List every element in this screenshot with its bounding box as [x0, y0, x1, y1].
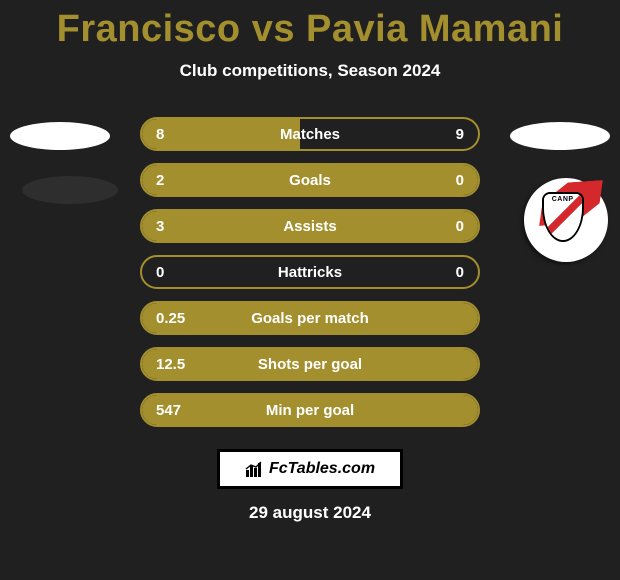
stat-row: 0 Hattricks 0	[140, 255, 480, 289]
stat-row: 12.5 Shots per goal	[140, 347, 480, 381]
stat-label: Hattricks	[202, 264, 418, 281]
stat-left-value: 12.5	[142, 356, 202, 373]
stat-left-value: 0.25	[142, 310, 202, 327]
stat-left-value: 8	[142, 126, 202, 143]
oval-icon	[510, 122, 610, 150]
stat-left-value: 547	[142, 402, 202, 419]
oval-shadow-icon	[22, 176, 118, 204]
stat-row: 0.25 Goals per match	[140, 301, 480, 335]
left-club-badge-1	[10, 122, 110, 150]
stat-right-value: 0	[418, 172, 478, 189]
stat-label: Assists	[202, 218, 418, 235]
shield-text: CANP	[544, 196, 582, 203]
club-shield-icon: CANP	[524, 178, 608, 262]
stat-right-value: 9	[418, 126, 478, 143]
stat-row: 547 Min per goal	[140, 393, 480, 427]
stat-left-value: 2	[142, 172, 202, 189]
stat-right-value: 0	[418, 264, 478, 281]
stat-row: 3 Assists 0	[140, 209, 480, 243]
stat-row: 2 Goals 0	[140, 163, 480, 197]
right-club-badge-2: CANP	[524, 178, 608, 262]
subtitle: Club competitions, Season 2024	[0, 61, 620, 81]
stat-label: Goals per match	[202, 310, 418, 327]
left-club-badge-2	[22, 176, 118, 204]
attribution-badge: FcTables.com	[217, 449, 403, 489]
stat-left-value: 0	[142, 264, 202, 281]
oval-icon	[10, 122, 110, 150]
stat-label: Matches	[202, 126, 418, 143]
page-title: Francisco vs Pavia Mamani	[0, 0, 620, 51]
attribution-text: FcTables.com	[269, 460, 375, 478]
stat-label: Min per goal	[202, 402, 418, 419]
right-club-badge-1	[510, 122, 610, 150]
stats-container: 8 Matches 9 2 Goals 0 3 Assists 0 0 Hatt…	[140, 117, 480, 427]
stat-right-value: 0	[418, 218, 478, 235]
stat-row: 8 Matches 9	[140, 117, 480, 151]
stat-left-value: 3	[142, 218, 202, 235]
barchart-icon	[245, 460, 265, 478]
stat-label: Shots per goal	[202, 356, 418, 373]
footer-date: 29 august 2024	[0, 503, 620, 523]
stat-label: Goals	[202, 172, 418, 189]
